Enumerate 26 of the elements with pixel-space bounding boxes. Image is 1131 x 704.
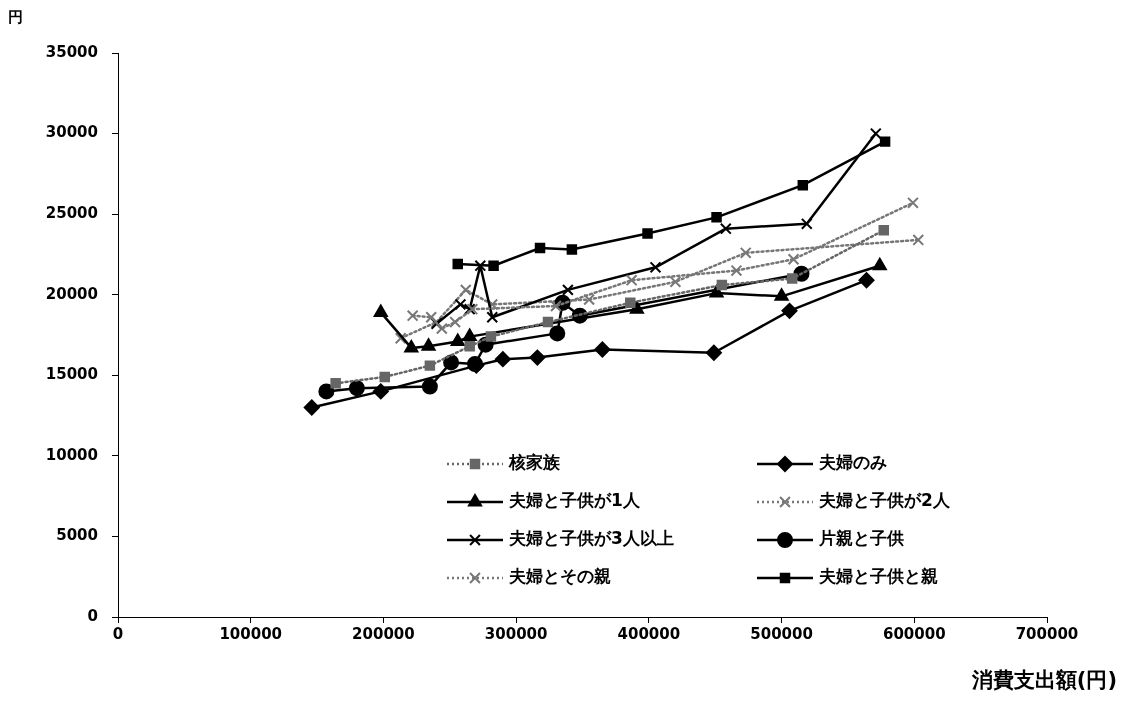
legend-label: 夫婦と子供と親 xyxy=(818,566,938,587)
x-tick-label: 600000 xyxy=(882,624,946,643)
y-tick-label: 30000 xyxy=(45,123,98,142)
y-tick-label: 5000 xyxy=(56,526,98,545)
x-axis-title: 消費支出額(円) xyxy=(971,667,1117,694)
y-tick-label: 35000 xyxy=(45,42,98,61)
y-tick-label: 10000 xyxy=(45,445,98,464)
x-tick-label: 300000 xyxy=(484,624,548,643)
x-tick-label: 0 xyxy=(112,624,124,643)
x-tick-label: 200000 xyxy=(352,624,415,643)
legend-label: 夫婦と子供が1人 xyxy=(508,490,641,511)
x-tick-label: 700000 xyxy=(1015,624,1079,643)
legend-label: 核家族 xyxy=(508,452,561,473)
y-tick-label: 20000 xyxy=(45,284,98,303)
legend-label: 夫婦と子供が3人以上 xyxy=(508,528,674,549)
y-axis-title: 円 xyxy=(8,8,23,27)
x-tick-label: 500000 xyxy=(750,624,813,643)
x-tick-label: 400000 xyxy=(617,624,681,643)
y-tick-label: 15000 xyxy=(45,365,98,384)
legend-label: 片親と子供 xyxy=(818,528,904,549)
y-tick-label: 0 xyxy=(87,606,98,625)
y-tick-label: 25000 xyxy=(45,204,98,223)
x-tick-label: 100000 xyxy=(219,624,283,643)
legend-label: 夫婦と子供が2人 xyxy=(818,490,951,511)
legend-label: 夫婦のみ xyxy=(818,452,887,473)
legend-label: 夫婦とその親 xyxy=(508,566,611,587)
